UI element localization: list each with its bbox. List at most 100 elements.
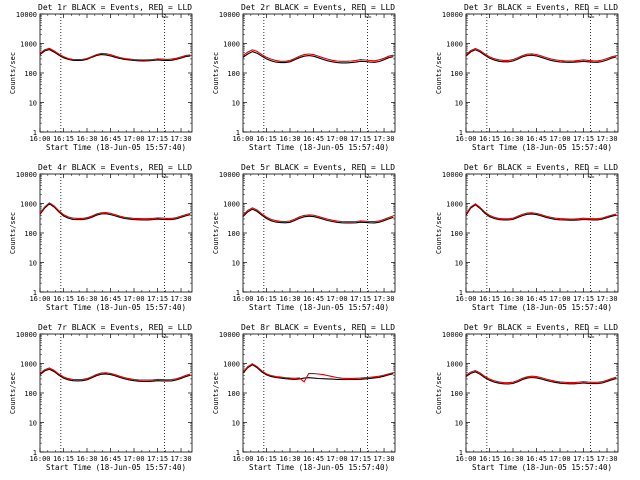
- series-line-events: [39, 203, 191, 221]
- x-tick-label: 16:30: [279, 455, 300, 463]
- plot-frame: [465, 173, 619, 293]
- x-tick-label: 16:45: [526, 455, 547, 463]
- x-axis-label: Start Time (18-Jun-05 15:57:40): [472, 143, 612, 152]
- y-axis-label: Counts/sec: [435, 212, 443, 254]
- y-tick-label: 1000: [223, 201, 240, 209]
- y-tick-label: 1000: [446, 41, 463, 49]
- panel-6: Det 6r BLACK = Events, RED = LLD 1 10 100 10…: [435, 163, 619, 312]
- plot-frame: [242, 333, 396, 453]
- x-axis-label: Start Time (18-Jun-05 15:57:40): [46, 303, 186, 312]
- x-tick-label: 16:45: [303, 135, 324, 143]
- x-tick-label: 16:00: [455, 135, 476, 143]
- x-tick-label: 17:00: [326, 455, 347, 463]
- y-tick-label: 1000: [20, 201, 37, 209]
- x-tick-label: 16:15: [479, 135, 500, 143]
- y-tick-label: 10: [29, 100, 37, 108]
- y-tick-label: 10: [29, 260, 37, 268]
- y-tick-label: 100: [24, 390, 37, 398]
- panel-title: Det 2r BLACK = Events, RED = LLD: [241, 3, 395, 12]
- x-tick-label: 16:45: [100, 135, 121, 143]
- x-tick-label: 17:30: [170, 135, 191, 143]
- panel-7: Det 7r BLACK = Events, RED = LLD 1 10 100 10…: [9, 323, 193, 472]
- y-tick-label: 1: [459, 129, 463, 137]
- x-tick-label: 17:00: [123, 135, 144, 143]
- x-tick-label: 16:45: [100, 455, 121, 463]
- x-tick-label: 16:00: [455, 295, 476, 303]
- x-tick-label: 17:30: [373, 455, 394, 463]
- x-tick-label: 16:00: [232, 455, 253, 463]
- y-tick-label: 10000: [16, 171, 37, 179]
- y-tick-label: 10000: [219, 171, 240, 179]
- series-line-events: [465, 371, 617, 385]
- x-tick-label: 16:45: [526, 135, 547, 143]
- panel-1: Det 1r BLACK = Events, RED = LLD 1 10 100 10…: [9, 3, 193, 152]
- y-tick-label: 10: [232, 260, 240, 268]
- y-axis-label: Counts/sec: [9, 212, 17, 254]
- x-tick-label: 16:15: [53, 455, 74, 463]
- x-tick-label: 16:30: [279, 135, 300, 143]
- panel-title: Det 3r BLACK = Events, RED = LLD: [464, 3, 618, 12]
- x-tick-label: 16:30: [502, 135, 523, 143]
- x-tick-label: 17:00: [549, 295, 570, 303]
- series-line-lld: [242, 207, 394, 223]
- x-tick-label: 16:15: [479, 295, 500, 303]
- x-axis-label: Start Time (18-Jun-05 15:57:40): [472, 463, 612, 472]
- y-tick-label: 1000: [446, 361, 463, 369]
- x-tick-label: 16:00: [29, 295, 50, 303]
- y-tick-label: 1000: [223, 41, 240, 49]
- y-tick-label: 10000: [442, 331, 463, 339]
- plot-frame: [242, 173, 396, 293]
- x-tick-label: 16:45: [526, 295, 547, 303]
- x-tick-label: 16:00: [455, 455, 476, 463]
- x-tick-label: 16:15: [256, 135, 277, 143]
- x-tick-label: 17:15: [573, 455, 594, 463]
- x-tick-label: 17:30: [170, 295, 191, 303]
- y-tick-label: 1: [459, 289, 463, 297]
- y-tick-label: 10000: [16, 331, 37, 339]
- panel-4: Det 4r BLACK = Events, RED = LLD 1 10 100 10…: [9, 163, 193, 312]
- panel-title: Det 4r BLACK = Events, RED = LLD: [38, 163, 192, 172]
- y-tick-label: 10000: [442, 11, 463, 19]
- x-tick-label: 17:30: [596, 135, 617, 143]
- series-line-lld: [465, 47, 617, 62]
- x-tick-label: 17:30: [373, 135, 394, 143]
- series-line-lld: [39, 47, 191, 61]
- series-line-lld: [242, 49, 394, 62]
- x-tick-label: 16:15: [53, 135, 74, 143]
- panel-title: Det 9r BLACK = Events, RED = LLD: [464, 323, 618, 332]
- plot-frame: [39, 333, 193, 453]
- y-axis-label: Counts/sec: [212, 52, 220, 94]
- y-tick-label: 100: [24, 70, 37, 78]
- series-line-lld: [465, 370, 617, 384]
- y-tick-label: 1000: [20, 361, 37, 369]
- x-tick-label: 17:00: [123, 295, 144, 303]
- x-tick-label: 17:00: [326, 135, 347, 143]
- y-tick-label: 1: [236, 289, 240, 297]
- panel-5: Det 5r BLACK = Events, RED = LLD 1 10 100 10…: [212, 163, 396, 312]
- series-line-events: [242, 51, 394, 64]
- plot-frame: [242, 13, 396, 133]
- x-tick-label: 17:30: [596, 295, 617, 303]
- y-tick-label: 100: [450, 70, 463, 78]
- corner-marker: [587, 328, 595, 338]
- y-tick-label: 1000: [223, 361, 240, 369]
- x-tick-label: 16:15: [53, 295, 74, 303]
- series-line-events: [39, 49, 191, 62]
- panel-title: Det 5r BLACK = Events, RED = LLD: [241, 163, 395, 172]
- y-axis-label: Counts/sec: [9, 52, 17, 94]
- y-axis-label: Counts/sec: [212, 372, 220, 414]
- x-tick-label: 16:00: [232, 135, 253, 143]
- x-axis-label: Start Time (18-Jun-05 15:57:40): [46, 463, 186, 472]
- x-tick-label: 17:15: [573, 135, 594, 143]
- panel-9: Det 9r BLACK = Events, RED = LLD 1 10 100 10…: [435, 323, 619, 472]
- x-tick-label: 16:30: [76, 135, 97, 143]
- x-axis-label: Start Time (18-Jun-05 15:57:40): [46, 143, 186, 152]
- y-tick-label: 100: [24, 230, 37, 238]
- series-line-lld: [39, 202, 191, 220]
- x-axis-label: Start Time (18-Jun-05 15:57:40): [249, 143, 389, 152]
- x-tick-label: 16:15: [479, 455, 500, 463]
- corner-marker: [587, 168, 595, 178]
- y-tick-label: 10: [455, 420, 463, 428]
- plot-frame: [39, 13, 193, 133]
